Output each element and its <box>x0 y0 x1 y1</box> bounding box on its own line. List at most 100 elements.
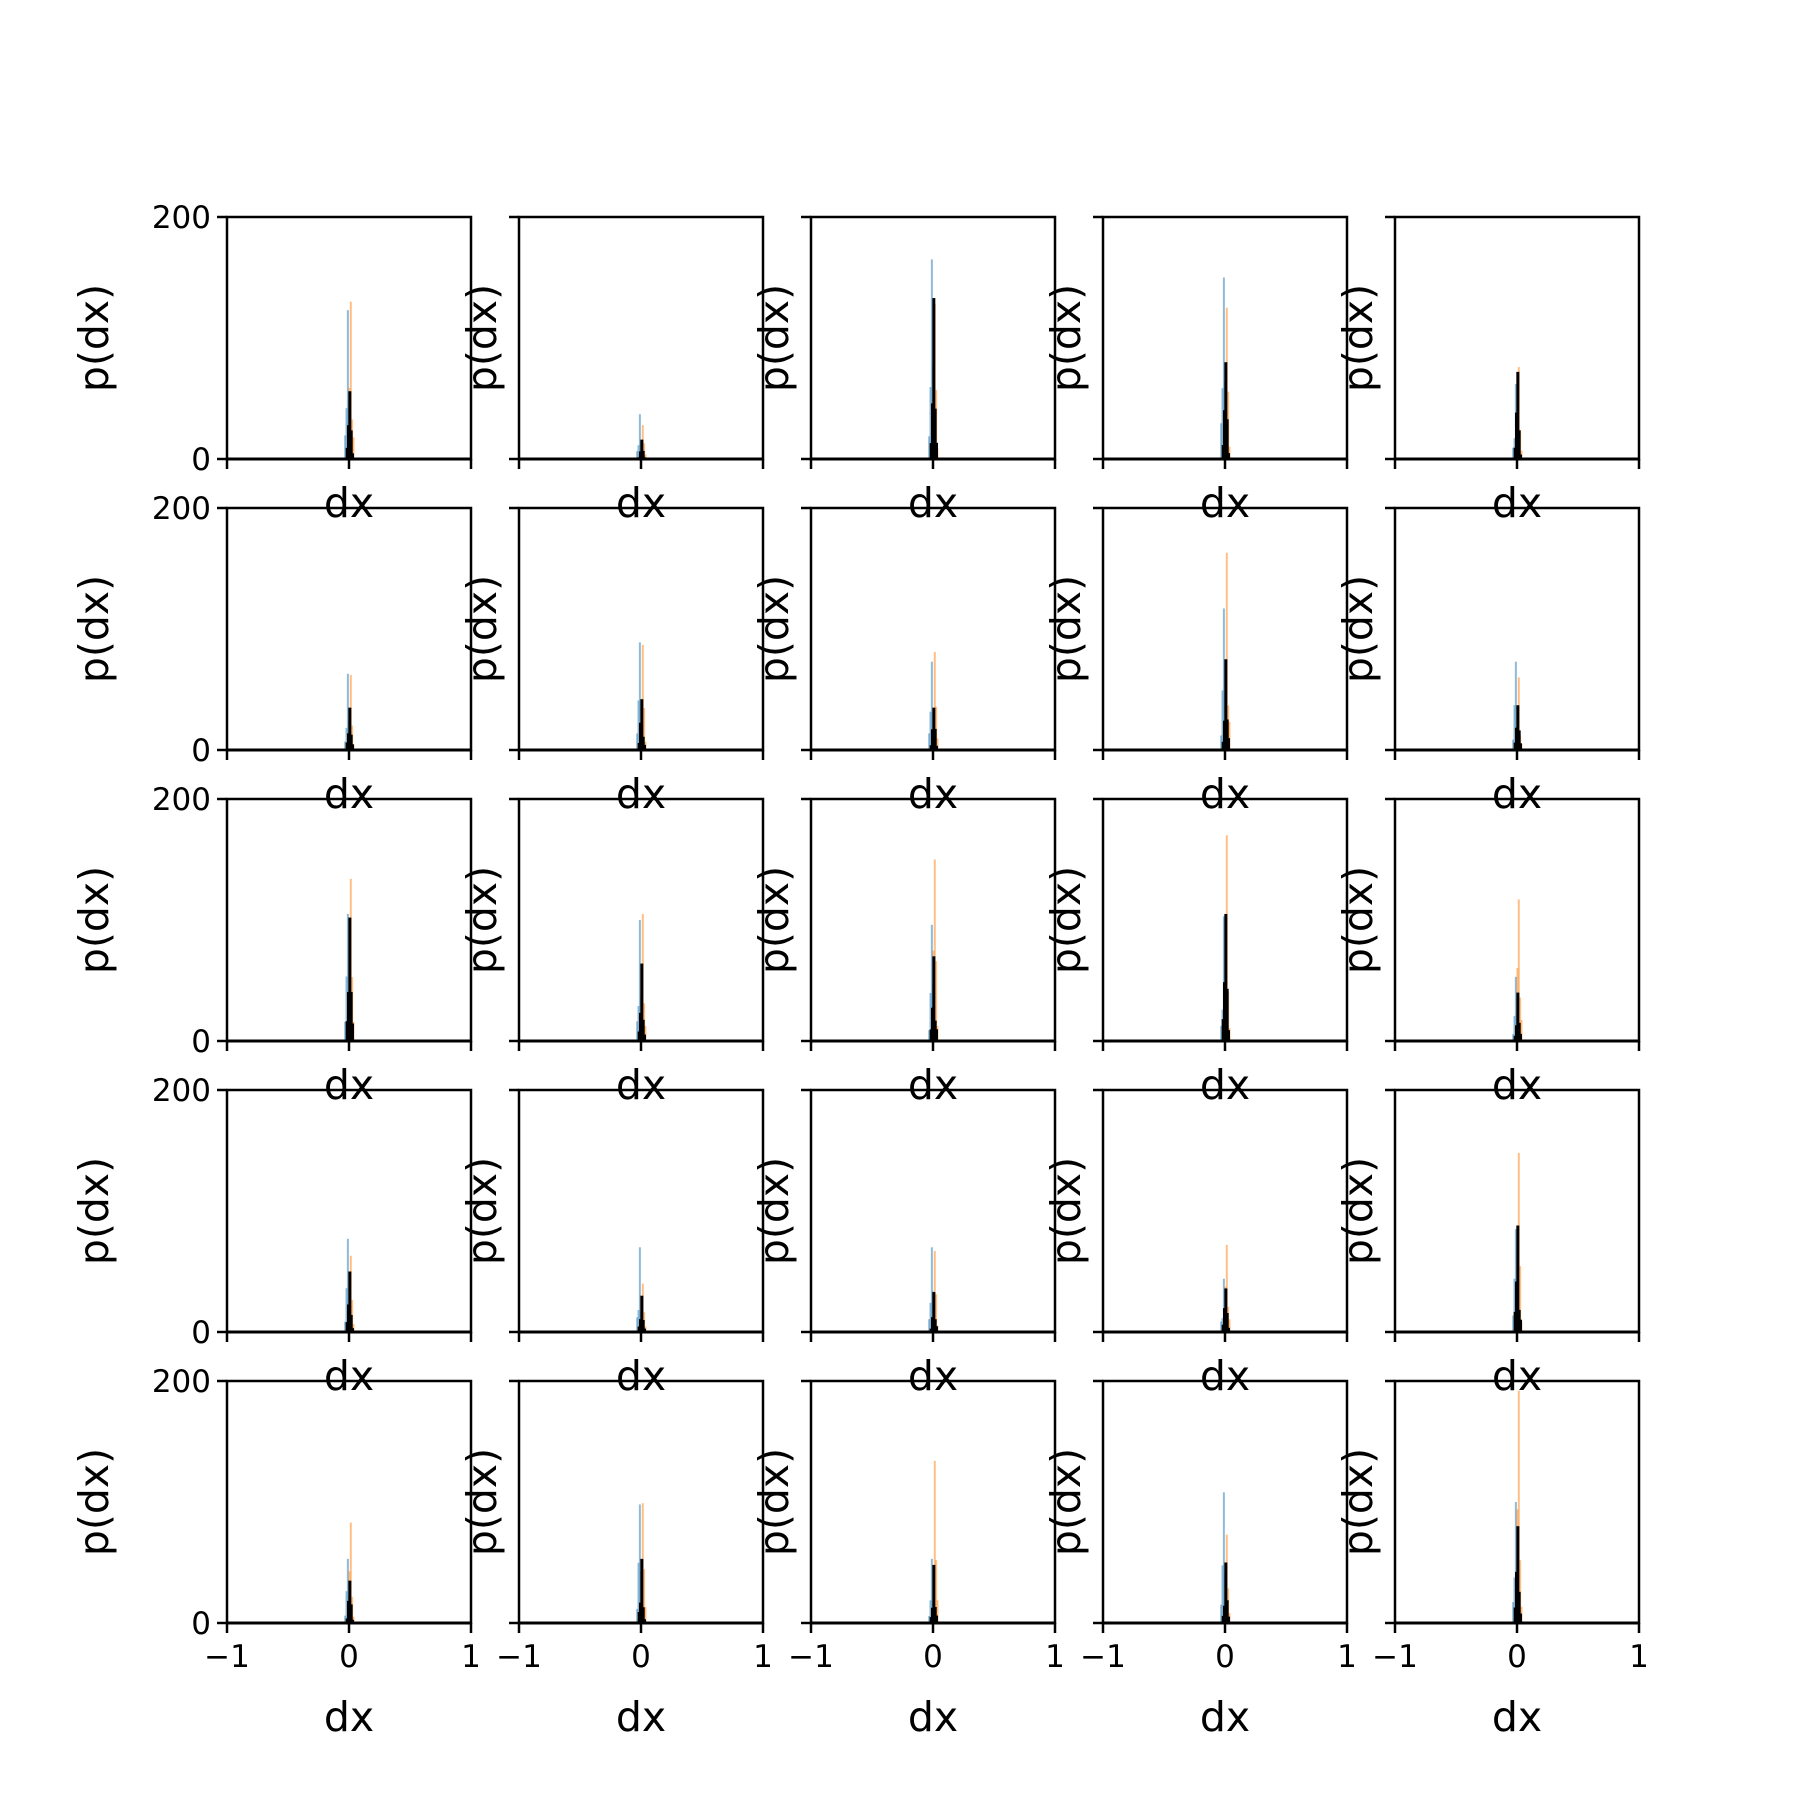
bar-series2-peak <box>348 1271 352 1332</box>
bar-series0 <box>1512 447 1515 459</box>
x-axis-label: dx <box>324 1352 374 1400</box>
x-tick-label: 0 <box>1507 1639 1527 1675</box>
bar-series1 <box>936 738 939 750</box>
bar-series1 <box>1519 1266 1522 1332</box>
bar-series0-peak <box>1514 1229 1517 1332</box>
bar-series1 <box>1519 997 1522 1041</box>
bar-series2 <box>641 1019 645 1041</box>
bar-series2 <box>935 1326 939 1332</box>
bar-series2 <box>1519 454 1523 459</box>
panel-r0-c3: dx p(dx) <box>1042 215 1349 527</box>
bar-series0-peak <box>1222 1278 1225 1332</box>
panel-r4-c3: −1 0 1 dx p(dx) <box>1042 1379 1357 1741</box>
bar-series0 <box>636 1021 639 1041</box>
bar-series1 <box>1520 1020 1523 1041</box>
bar-series1 <box>644 454 647 459</box>
bar-series0-peak <box>1222 608 1225 750</box>
y-axis-label: p(dx) <box>1334 866 1382 974</box>
bar-series2 <box>1519 1033 1523 1041</box>
axes-frame <box>517 215 765 461</box>
bar-series0 <box>1220 1604 1223 1623</box>
bar-series0 <box>929 993 932 1041</box>
panel-r0-c0: 0 200 dx p(dx) <box>70 200 473 527</box>
bar-series2-peak <box>1224 362 1228 459</box>
panel-r3-c1: dx p(dx) <box>458 1088 765 1400</box>
bar-series2 <box>1227 453 1231 459</box>
x-tick-label: 1 <box>753 1639 773 1675</box>
bar-series2-peak <box>348 917 352 1041</box>
bar-series2 <box>1519 1319 1523 1332</box>
bar-series2-peak <box>1224 913 1228 1041</box>
panel-r0-c4: dx p(dx) <box>1334 215 1641 527</box>
bar-series2-peak <box>932 1564 936 1623</box>
y-tick-label: 0 <box>191 1315 211 1351</box>
bar-series0 <box>344 741 347 750</box>
bar-series0-peak <box>638 414 641 459</box>
bar-series2 <box>641 736 645 750</box>
bar-series2 <box>1227 1030 1231 1041</box>
bar-series0 <box>344 1021 347 1041</box>
bar-series0-peak <box>930 1558 933 1623</box>
x-axis-label: dx <box>1492 1352 1542 1400</box>
bar-series2-peak <box>1516 1526 1520 1623</box>
x-axis-label: dx <box>324 1693 374 1741</box>
panel-r3-c4: dx p(dx) <box>1334 1088 1641 1400</box>
bar-series2 <box>1519 743 1523 750</box>
bar-series0 <box>344 435 347 459</box>
panel-r1-c3: dx p(dx) <box>1042 506 1349 818</box>
bar-series2-peak <box>1224 1562 1228 1623</box>
bar-series0 <box>928 436 931 459</box>
bar-series2-peak <box>1516 705 1520 750</box>
x-tick-label: 0 <box>923 1639 943 1675</box>
panel-r2-c3: dx p(dx) <box>1042 797 1349 1109</box>
bar-series0-peak <box>930 661 933 750</box>
bar-series0-peak <box>1222 916 1225 1041</box>
bar-series2 <box>1225 1313 1229 1332</box>
panel-r4-c2: −1 0 1 dx p(dx) <box>750 1379 1065 1741</box>
panel-r3-c2: dx p(dx) <box>750 1088 1057 1400</box>
x-axis-label: dx <box>908 1061 958 1109</box>
bar-series1 <box>1519 1560 1522 1623</box>
bar-series0-peak <box>1514 661 1517 750</box>
bar-series0 <box>1220 423 1223 459</box>
bar-series0-peak <box>346 913 349 1041</box>
x-axis-label: dx <box>1200 479 1250 527</box>
x-axis-label: dx <box>1492 1061 1542 1109</box>
x-axis-label: dx <box>616 1352 666 1400</box>
bar-series0 <box>637 1310 640 1332</box>
y-axis-label: p(dx) <box>70 284 118 392</box>
bar-series0 <box>928 1615 931 1623</box>
bar-series2-peak <box>932 707 936 750</box>
x-tick-label: −1 <box>204 1639 250 1675</box>
bar-series1 <box>935 1560 938 1623</box>
bar-series0-peak <box>346 673 349 750</box>
y-axis-label: p(dx) <box>1334 284 1382 392</box>
panel-r2-c1: dx p(dx) <box>458 797 765 1109</box>
x-axis-label: dx <box>616 770 666 818</box>
bar-series2 <box>351 1023 355 1041</box>
bar-series1-peak <box>1517 1390 1520 1623</box>
bar-series0 <box>1513 1015 1516 1041</box>
y-axis-label: p(dx) <box>1042 1157 1090 1265</box>
bar-series1 <box>1228 721 1231 750</box>
y-tick-label: 200 <box>152 1364 211 1400</box>
bar-series2 <box>643 1328 647 1332</box>
bar-series1 <box>935 706 938 750</box>
bar-series0-peak <box>930 1247 933 1332</box>
bar-series2-peak <box>348 707 352 750</box>
bar-series0-peak <box>346 1558 349 1623</box>
bar-series1-peak <box>933 1250 936 1332</box>
bar-series2 <box>351 1619 355 1623</box>
y-axis-label: p(dx) <box>750 575 798 683</box>
bar-series0 <box>928 1030 931 1041</box>
x-axis-label: dx <box>908 479 958 527</box>
bar-series1-peak <box>933 859 936 1041</box>
bar-series2 <box>643 1619 647 1623</box>
x-axis-label: dx <box>1492 1693 1542 1741</box>
bar-series2 <box>349 1604 353 1623</box>
bar-series0-peak <box>1222 277 1225 459</box>
bar-series2 <box>935 1029 939 1041</box>
y-tick-label: 0 <box>191 442 211 478</box>
bar-series2 <box>1227 738 1231 750</box>
y-tick-label: 0 <box>191 1024 211 1060</box>
